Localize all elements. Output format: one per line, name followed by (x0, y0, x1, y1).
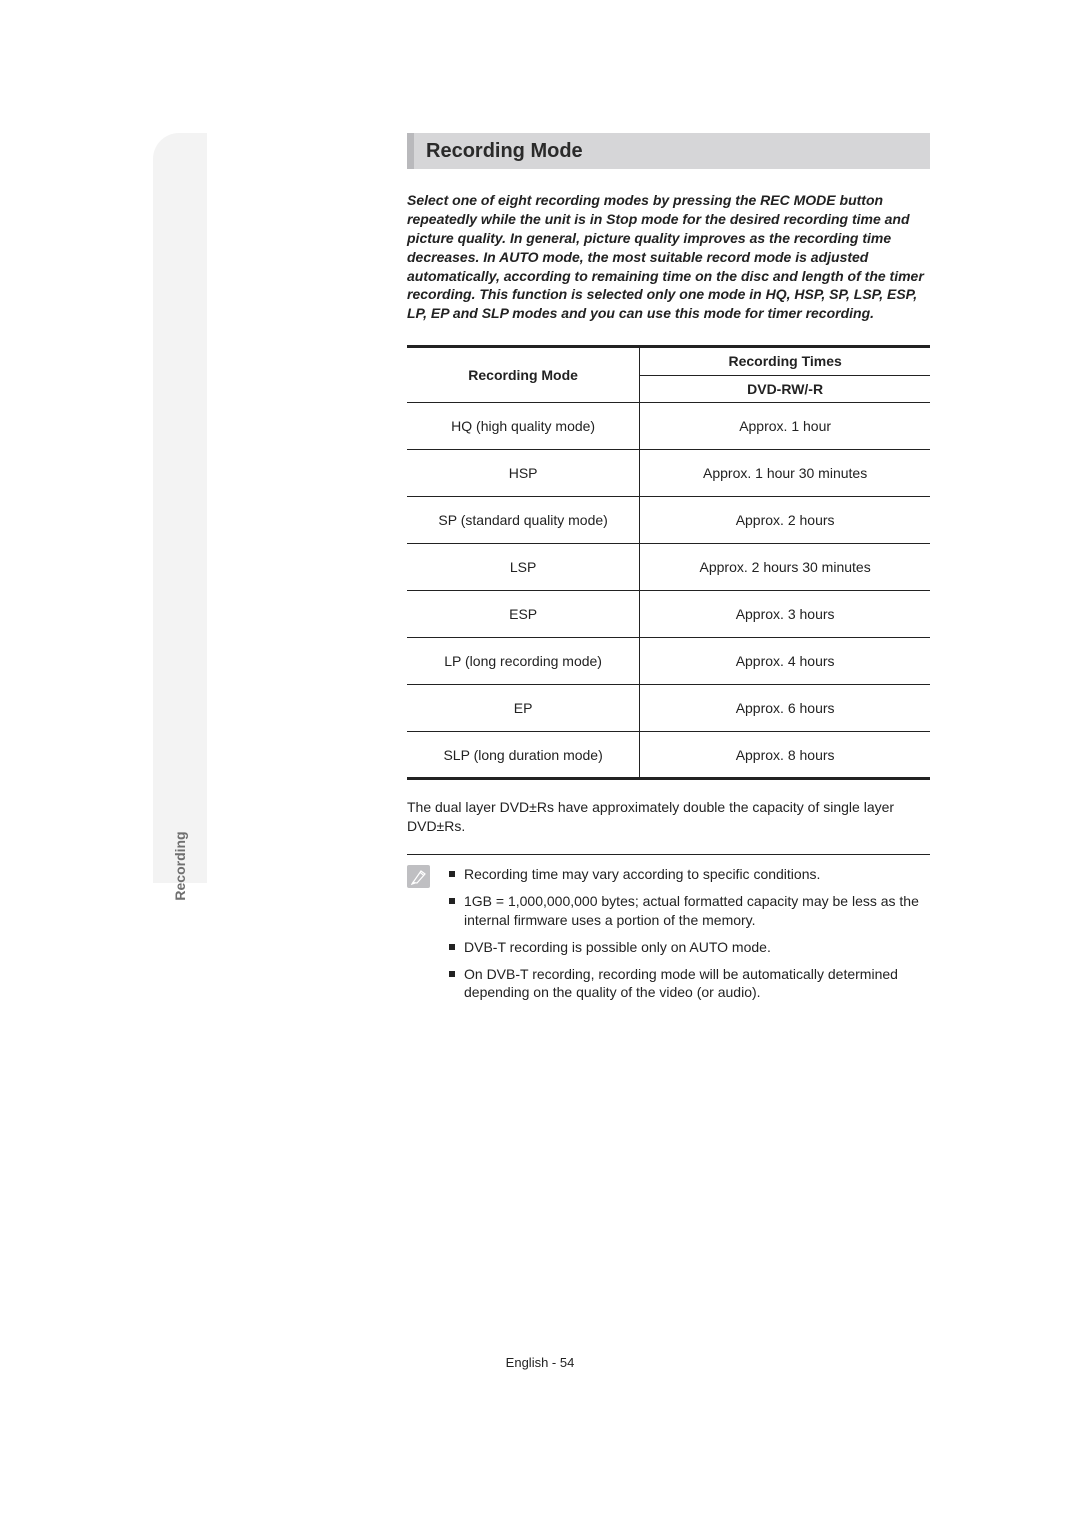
table-row: HSP Approx. 1 hour 30 minutes (407, 450, 930, 497)
time-cell: Approx. 2 hours 30 minutes (640, 544, 930, 591)
mode-cell: HSP (407, 450, 640, 497)
mode-cell: SLP (long duration mode) (407, 732, 640, 779)
table-row: LSP Approx. 2 hours 30 minutes (407, 544, 930, 591)
recording-modes-table: Recording Mode Recording Times DVD-RW/-R… (407, 345, 930, 780)
time-cell: Approx. 8 hours (640, 732, 930, 779)
page-footer: English - 54 (0, 1355, 1080, 1370)
table-header-row: Recording Mode Recording Times (407, 347, 930, 376)
table-subheader-media: DVD-RW/-R (640, 376, 930, 403)
table-row: SLP (long duration mode) Approx. 8 hours (407, 732, 930, 779)
time-cell: Approx. 4 hours (640, 638, 930, 685)
note-bullet: DVB-T recording is possible only on AUTO… (449, 938, 930, 957)
divider (407, 854, 930, 855)
note-bullets: Recording time may vary according to spe… (449, 865, 930, 1002)
note-bullet: 1GB = 1,000,000,000 bytes; actual format… (449, 892, 930, 930)
mode-cell: LP (long recording mode) (407, 638, 640, 685)
mode-cell: HQ (high quality mode) (407, 403, 640, 450)
mode-cell: SP (standard quality mode) (407, 497, 640, 544)
table-row: HQ (high quality mode) Approx. 1 hour (407, 403, 930, 450)
table-header-times: Recording Times (640, 347, 930, 376)
time-cell: Approx. 1 hour (640, 403, 930, 450)
table-row: EP Approx. 6 hours (407, 685, 930, 732)
capacity-note: The dual layer DVD±Rs have approximately… (407, 798, 930, 836)
side-tab-label: Recording (172, 831, 188, 900)
table-row: ESP Approx. 3 hours (407, 591, 930, 638)
table-header-mode: Recording Mode (407, 347, 640, 403)
section-title: Recording Mode (407, 133, 930, 169)
note-bullet: On DVB-T recording, recording mode will … (449, 965, 930, 1003)
intro-text: Select one of eight recording modes by p… (407, 191, 930, 323)
table-row: LP (long recording mode) Approx. 4 hours (407, 638, 930, 685)
note-block: Recording time may vary according to spe… (407, 865, 930, 1002)
content: Recording Mode Select one of eight recor… (407, 133, 930, 1002)
note-icon (407, 865, 430, 888)
mode-cell: ESP (407, 591, 640, 638)
time-cell: Approx. 1 hour 30 minutes (640, 450, 930, 497)
page: Recording Recording Mode Select one of e… (0, 0, 1080, 1534)
mode-cell: EP (407, 685, 640, 732)
time-cell: Approx. 2 hours (640, 497, 930, 544)
mode-cell: LSP (407, 544, 640, 591)
time-cell: Approx. 6 hours (640, 685, 930, 732)
table-row: SP (standard quality mode) Approx. 2 hou… (407, 497, 930, 544)
side-tab: Recording (153, 133, 207, 883)
note-bullet: Recording time may vary according to spe… (449, 865, 930, 884)
time-cell: Approx. 3 hours (640, 591, 930, 638)
